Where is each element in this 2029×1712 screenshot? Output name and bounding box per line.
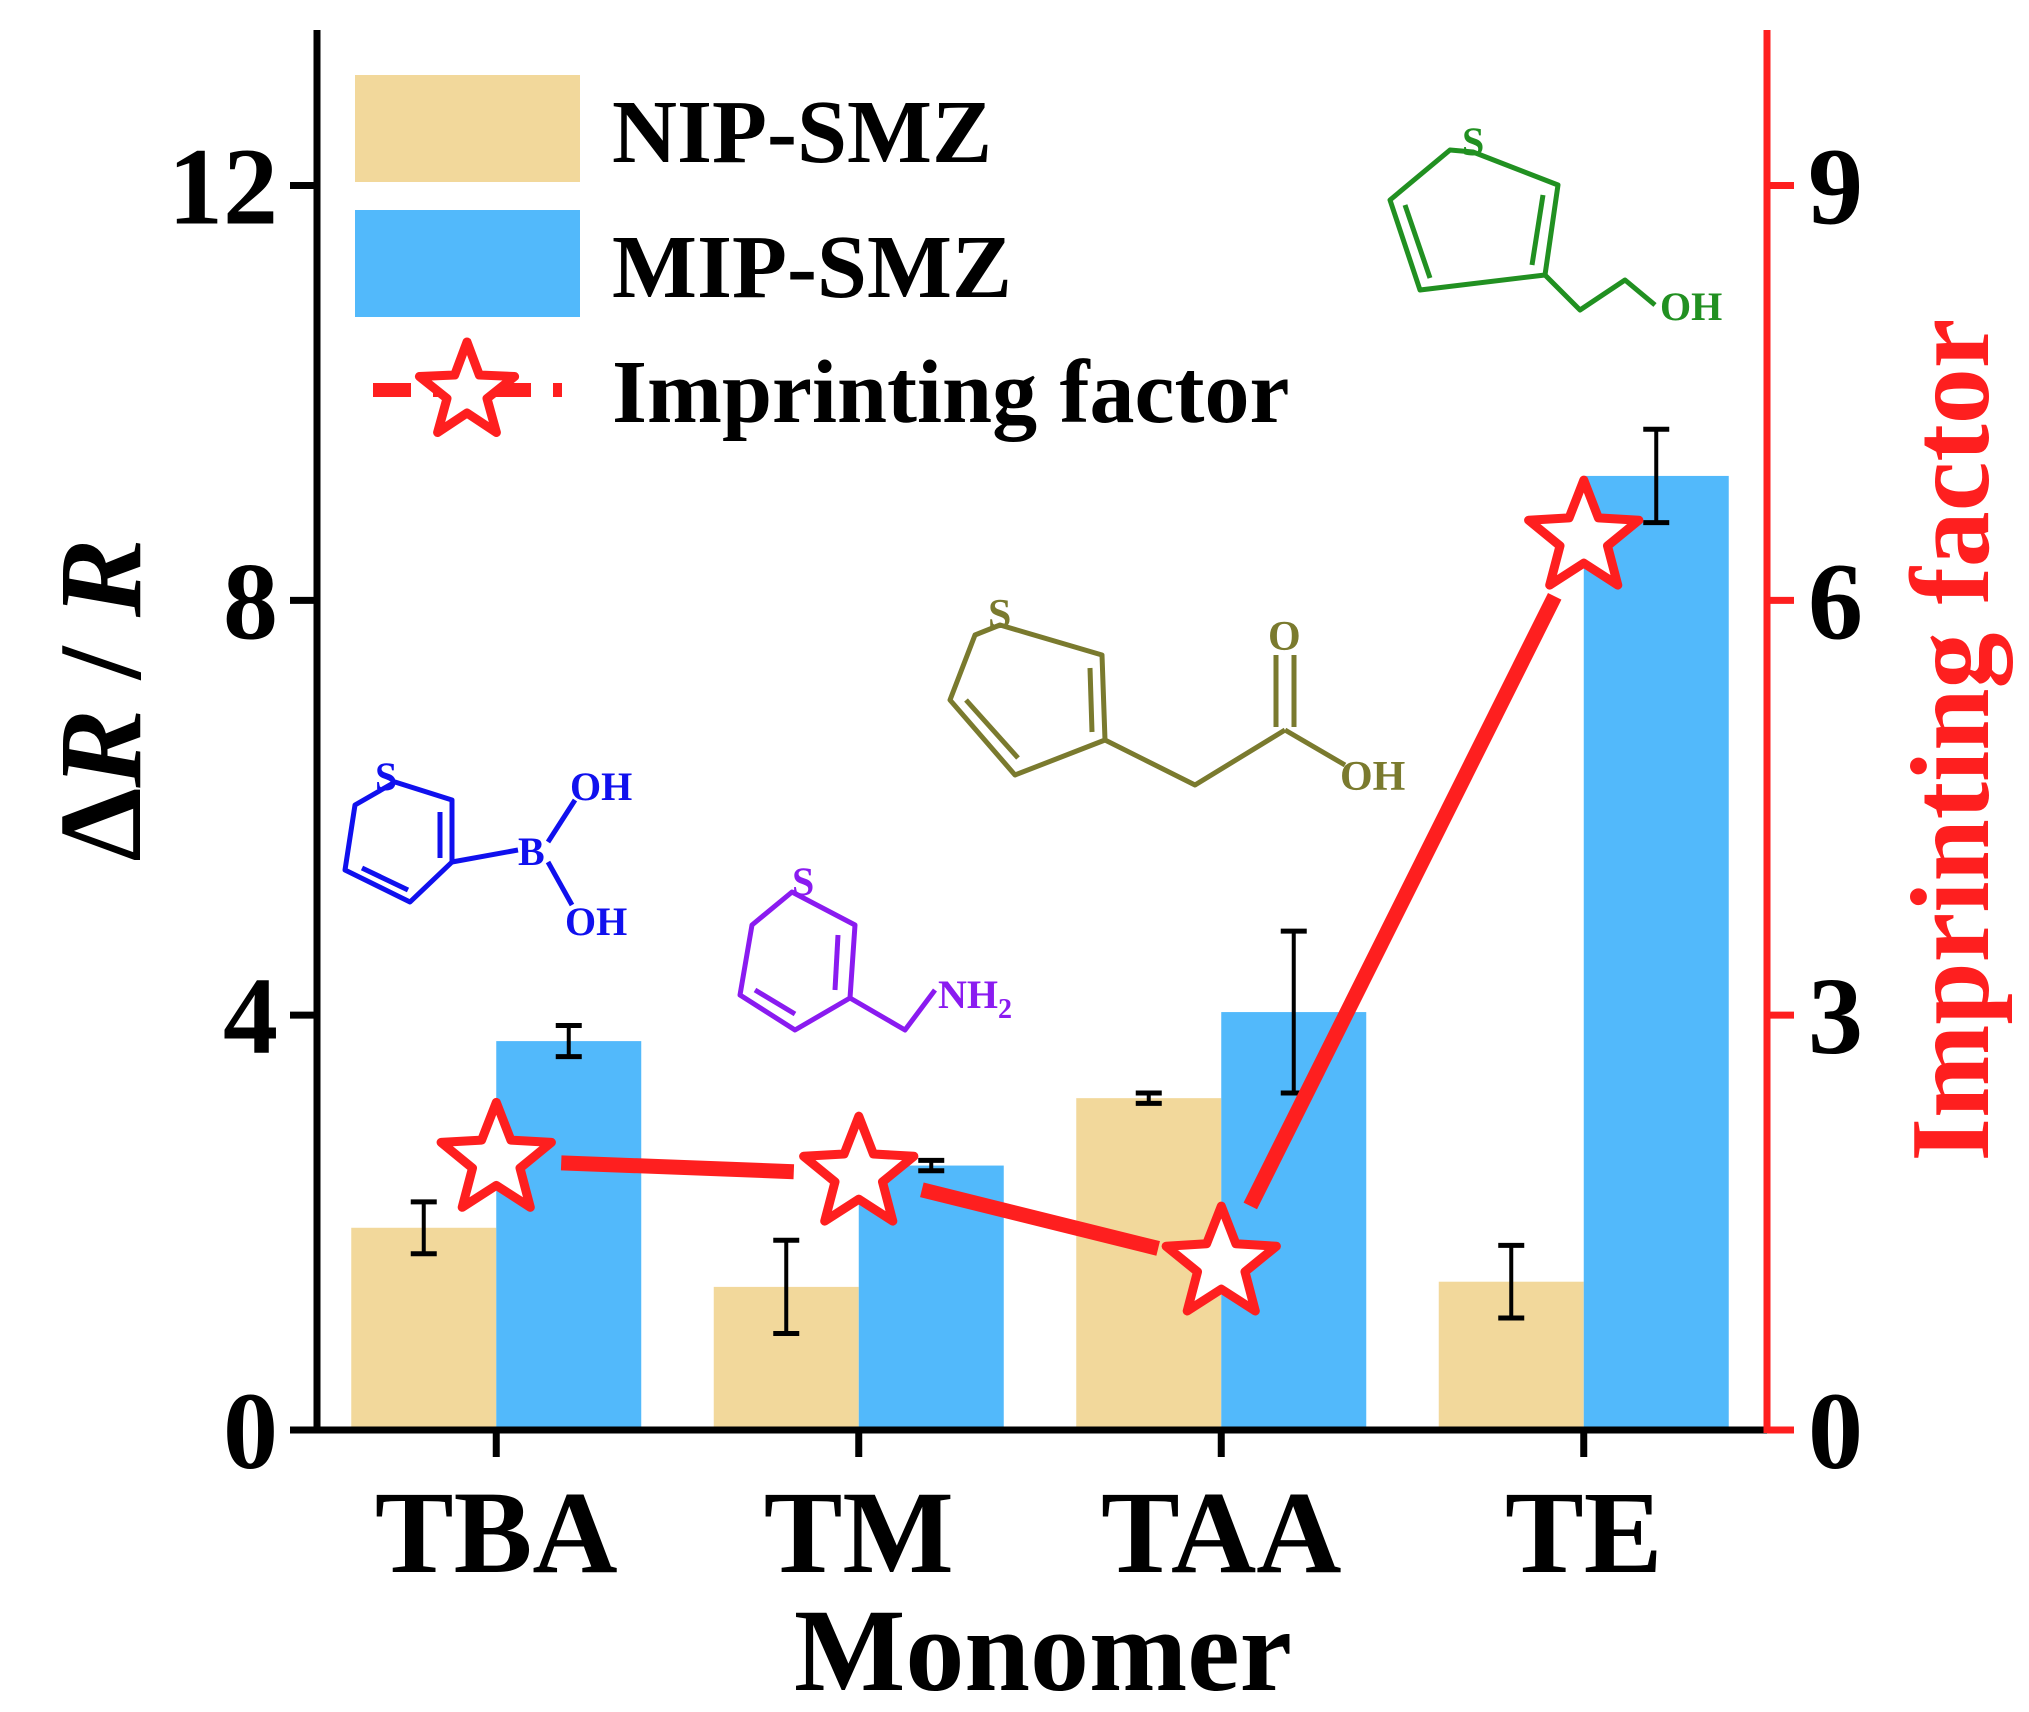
taa-s-label: S	[988, 592, 1011, 638]
legend-star-imprinting	[414, 337, 520, 437]
y-axis-title: ΔR / R	[35, 538, 166, 861]
error-bar-nip-smz-tba	[410, 1199, 437, 1257]
error-bar-mip-smz-tm	[918, 1157, 945, 1174]
y-tick-label-0: 0	[223, 1370, 278, 1492]
tm-nh2-label: NH2	[938, 972, 1012, 1025]
imprinting-segment-tm-taa	[920, 1182, 1160, 1256]
y2-tick-label-9: 9	[1808, 126, 1863, 248]
tba-b-label: B	[518, 829, 545, 874]
legend-swatch-nip-smz	[355, 75, 580, 182]
imprinting-star-tm	[799, 1111, 919, 1226]
legend: NIP-SMZ MIP-SMZ Imprinting factor	[355, 75, 1289, 442]
legend-swatch-mip-smz	[355, 210, 580, 317]
imprinting-star-te	[1524, 475, 1644, 590]
imprinting-factor-layer	[436, 475, 1644, 1316]
y2-tick-label-0: 0	[1808, 1370, 1863, 1492]
x-axis-title: Monomer	[794, 1585, 1292, 1712]
structure-taa: S O OH	[947, 592, 1405, 800]
axes-layer	[313, 30, 1771, 1434]
x-tick-label-tba: TBA	[375, 1467, 618, 1598]
imprinting-segment-taa-te	[1243, 592, 1562, 1210]
error-bar-nip-smz-tm	[773, 1237, 800, 1337]
error-bar-nip-smz-taa	[1135, 1090, 1162, 1106]
tba-oh-top-label: OH	[570, 764, 632, 809]
bar-mip-smz-tba	[496, 1041, 642, 1430]
ticks-layer: 0 4 8 12 0 3 6 9 TBA TM TAA TE	[168, 126, 1863, 1598]
tm-s-label: S	[792, 859, 814, 904]
y-tick-label-8: 8	[223, 540, 278, 662]
y-tick-label-12: 12	[168, 126, 278, 248]
taa-o-label: O	[1268, 614, 1301, 660]
y2-tick-label-6: 6	[1808, 540, 1863, 662]
error-bar-mip-smz-tba	[555, 1023, 582, 1060]
bar-mip-smz-te	[1583, 475, 1729, 1431]
taa-oh-label: OH	[1340, 754, 1405, 800]
y-tick-label-4: 4	[223, 955, 278, 1077]
imprinting-star-tba	[436, 1097, 556, 1212]
legend-label-nip-smz: NIP-SMZ	[612, 83, 992, 182]
legend-label-mip-smz: MIP-SMZ	[612, 218, 1012, 317]
y2-axis-title: Imprinting factor	[1889, 318, 2013, 1161]
te-oh-label: OH	[1660, 284, 1722, 329]
te-s-label: S	[1462, 119, 1484, 164]
x-tick-label-te: TE	[1505, 1467, 1662, 1598]
imprinting-star-taa	[1161, 1201, 1281, 1316]
bars-layer	[351, 475, 1729, 1431]
tba-s-label: S	[375, 754, 397, 799]
y2-tick-label-3: 3	[1808, 955, 1863, 1077]
tba-oh-bottom-label: OH	[565, 899, 627, 944]
structure-te: S OH	[1387, 119, 1722, 329]
error-bar-mip-smz-te	[1643, 426, 1670, 526]
imprinting-segment-tba-tm	[560, 1155, 795, 1180]
error-bars-layer	[410, 426, 1670, 1337]
structure-tba: S B OH OH	[342, 754, 632, 944]
x-tick-label-tm: TM	[764, 1467, 954, 1598]
legend-label-imprinting: Imprinting factor	[612, 343, 1289, 442]
bar-nip-smz-tba	[351, 1227, 497, 1430]
x-tick-label-taa: TAA	[1101, 1467, 1341, 1598]
error-bar-nip-smz-te	[1498, 1242, 1525, 1321]
structure-tm: S NH2	[737, 859, 1012, 1033]
